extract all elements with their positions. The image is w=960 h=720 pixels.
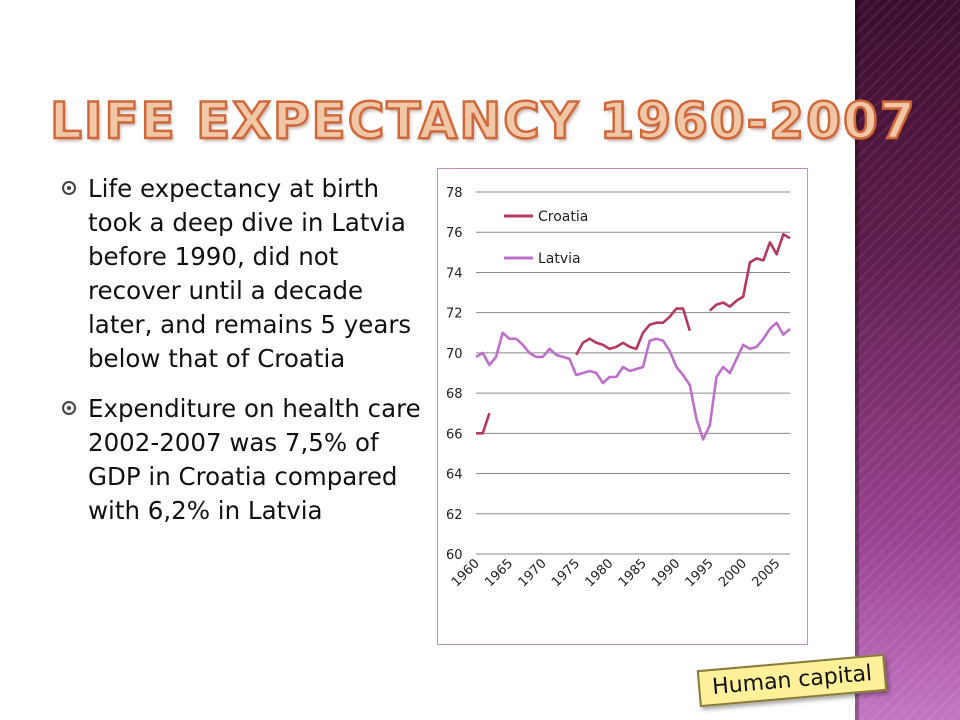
- circle-bullet-icon: [62, 401, 76, 415]
- series-line-croatia: [476, 232, 791, 435]
- bullet-item: Expenditure on health care 2002-2007 was…: [62, 392, 422, 528]
- legend-label-latvia: Latvia: [538, 251, 581, 267]
- y-tick-label: 66: [446, 427, 463, 442]
- legend-label-croatia: Croatia: [538, 209, 588, 225]
- x-tick-label: 1970: [516, 556, 550, 590]
- bullet-item: Life expectancy at birth took a deep div…: [62, 172, 422, 376]
- x-tick-label: 2000: [716, 556, 750, 590]
- x-tick-label: 1995: [683, 556, 717, 590]
- series-line-latvia: [475, 321, 791, 441]
- x-tick-label: 2005: [749, 556, 783, 590]
- decorative-side-band: [855, 0, 960, 720]
- y-tick-label: 60: [446, 548, 463, 563]
- y-tick-label: 76: [446, 226, 463, 241]
- chart-frame: 60 62 64 66 68 70 72 74 76 78 1960 1965 1970 1975 1980…: [437, 168, 808, 645]
- y-tick-label: 72: [446, 307, 463, 322]
- x-tick-label: 1975: [549, 556, 583, 590]
- bullet-list: Life expectancy at birth took a deep div…: [62, 172, 422, 544]
- y-tick-label: 64: [446, 468, 463, 483]
- y-tick-label: 78: [446, 186, 463, 201]
- x-tick-label: 1965: [482, 556, 516, 590]
- x-tick-label: 1980: [582, 556, 616, 590]
- x-tick-label: 1985: [616, 556, 650, 590]
- y-tick-label: 74: [446, 266, 463, 281]
- circle-bullet-icon: [62, 181, 76, 195]
- y-tick-label: 62: [446, 508, 463, 523]
- y-tick-label: 68: [446, 387, 463, 402]
- x-tick-label: 1990: [649, 556, 683, 590]
- y-tick-label: 70: [446, 347, 463, 362]
- slide-title: LIFE EXPECTANCY 1960-2007: [49, 91, 917, 152]
- bullet-text: Life expectancy at birth took a deep div…: [88, 174, 412, 373]
- bullet-text: Expenditure on health care 2002-2007 was…: [88, 394, 421, 525]
